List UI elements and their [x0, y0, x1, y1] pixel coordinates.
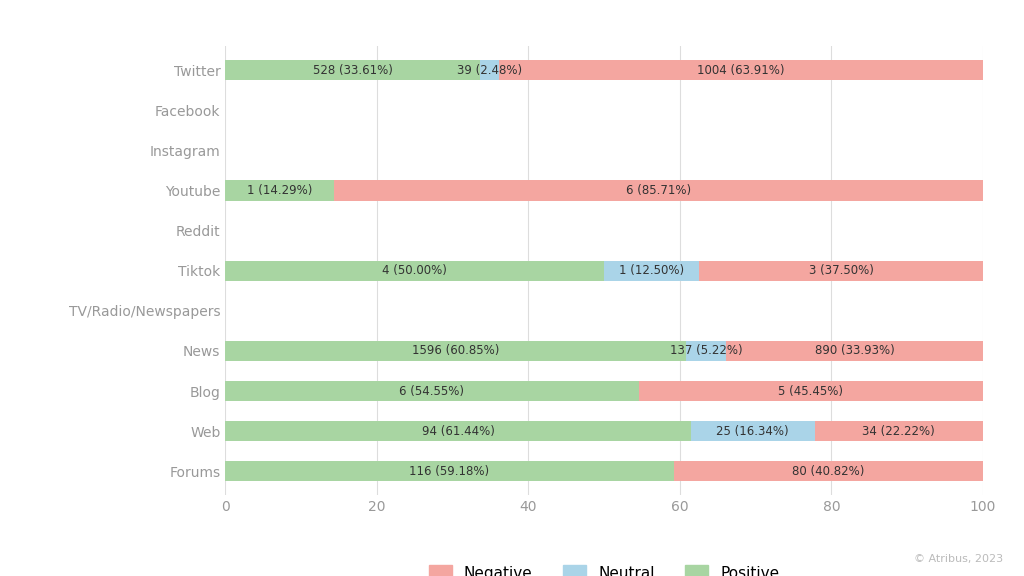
Text: 94 (61.44%): 94 (61.44%): [422, 425, 495, 438]
Bar: [726, 341, 983, 361]
Text: © Atribus, 2023: © Atribus, 2023: [914, 555, 1004, 564]
Bar: [225, 461, 674, 482]
Text: 6 (85.71%): 6 (85.71%): [626, 184, 691, 197]
Legend: Negative, Neutral, Positive: Negative, Neutral, Positive: [421, 557, 787, 576]
Bar: [225, 341, 686, 361]
Text: 890 (33.93%): 890 (33.93%): [815, 344, 894, 358]
Bar: [225, 381, 639, 401]
Text: 1 (14.29%): 1 (14.29%): [247, 184, 312, 197]
Text: 25 (16.34%): 25 (16.34%): [717, 425, 790, 438]
Bar: [691, 421, 815, 441]
Text: 80 (40.82%): 80 (40.82%): [793, 465, 864, 478]
Bar: [499, 60, 983, 80]
Text: 4 (50.00%): 4 (50.00%): [382, 264, 447, 277]
Bar: [639, 381, 983, 401]
Text: 34 (22.22%): 34 (22.22%): [862, 425, 935, 438]
Text: 5 (45.45%): 5 (45.45%): [778, 385, 844, 397]
Bar: [686, 341, 726, 361]
Text: 137 (5.22%): 137 (5.22%): [670, 344, 742, 358]
Bar: [225, 421, 691, 441]
Bar: [225, 60, 480, 80]
Text: 1596 (60.85%): 1596 (60.85%): [412, 344, 500, 358]
Bar: [480, 60, 499, 80]
Text: 1004 (63.91%): 1004 (63.91%): [697, 64, 784, 77]
Bar: [334, 180, 983, 200]
Bar: [225, 261, 604, 281]
Text: 116 (59.18%): 116 (59.18%): [410, 465, 489, 478]
Text: 528 (33.61%): 528 (33.61%): [312, 64, 392, 77]
Bar: [225, 180, 334, 200]
Bar: [815, 421, 983, 441]
Text: 39 (2.48%): 39 (2.48%): [457, 64, 522, 77]
Text: 6 (54.55%): 6 (54.55%): [399, 385, 465, 397]
Text: 1 (12.50%): 1 (12.50%): [618, 264, 684, 277]
Bar: [698, 261, 983, 281]
Bar: [604, 261, 698, 281]
Bar: [674, 461, 983, 482]
Text: 3 (37.50%): 3 (37.50%): [809, 264, 873, 277]
